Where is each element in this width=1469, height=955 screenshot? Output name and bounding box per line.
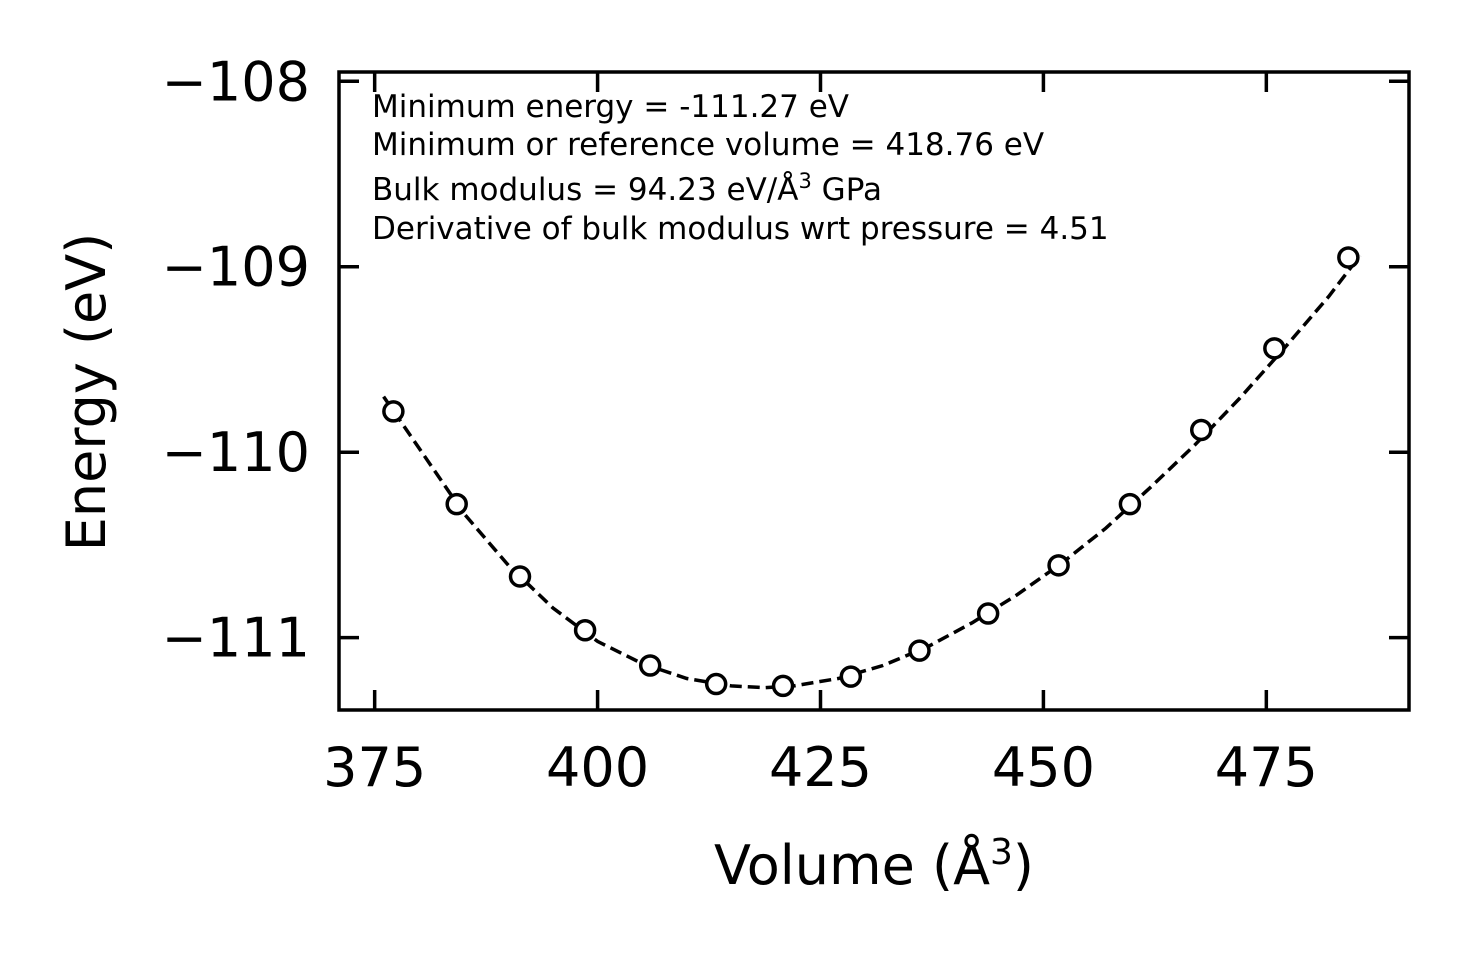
x-axis-label-main: Volume (Å bbox=[714, 833, 990, 897]
annotation-box: Minimum energy = -111.27 eV Minimum or r… bbox=[372, 89, 1109, 247]
data-point bbox=[976, 602, 1000, 625]
data-point bbox=[1189, 418, 1213, 442]
axis-ticks bbox=[339, 72, 1409, 710]
y-tick-label: −111 bbox=[162, 607, 310, 670]
x-tick-label: 400 bbox=[546, 736, 649, 799]
data-points bbox=[382, 246, 1360, 698]
x-axis-label: Volume (Å3) bbox=[714, 832, 1034, 897]
annotation-bulk-modulus: Bulk modulus = 94.23 eV/Å3 GPa bbox=[372, 169, 882, 208]
x-axis-label-sup: 3 bbox=[990, 832, 1013, 873]
y-tick-label: −108 bbox=[162, 50, 310, 113]
tick-labels: 375 400 425 450 475 −108 −109 −110 −111 bbox=[162, 50, 1318, 799]
data-point bbox=[445, 492, 468, 516]
x-tick-label: 475 bbox=[1215, 736, 1318, 799]
y-axis-label: Energy (eV) bbox=[55, 233, 118, 552]
data-point bbox=[839, 665, 863, 688]
data-point bbox=[382, 400, 405, 423]
data-point bbox=[1047, 554, 1070, 577]
data-point bbox=[508, 565, 532, 588]
data-point bbox=[1337, 246, 1360, 269]
annotation-min-energy: Minimum energy = -111.27 eV bbox=[372, 89, 849, 125]
data-point bbox=[1263, 337, 1286, 360]
y-tick-label: −109 bbox=[162, 236, 310, 299]
x-tick-label: 425 bbox=[769, 736, 872, 799]
x-tick-label: 450 bbox=[992, 736, 1095, 799]
x-axis-label-end: ) bbox=[1013, 834, 1034, 897]
annotation-bulk-modulus-tail: GPa bbox=[812, 172, 882, 208]
data-point bbox=[573, 619, 597, 642]
data-point bbox=[771, 674, 795, 698]
annotation-bulk-modulus-sup: 3 bbox=[798, 169, 811, 193]
data-point bbox=[704, 672, 728, 696]
data-point bbox=[1118, 492, 1142, 516]
annotation-bulk-modulus-main: Bulk modulus = 94.23 eV/Å bbox=[372, 172, 798, 208]
annotation-min-volume: Minimum or reference volume = 418.76 eV bbox=[372, 127, 1044, 163]
y-tick-label: −110 bbox=[162, 421, 310, 484]
x-tick-label: 375 bbox=[323, 736, 426, 799]
plot-frame bbox=[337, 70, 1411, 712]
plot-area bbox=[382, 246, 1362, 698]
data-point bbox=[908, 639, 931, 662]
annotation-derivative: Derivative of bulk modulus wrt pressure … bbox=[372, 211, 1109, 247]
data-point bbox=[638, 654, 662, 677]
